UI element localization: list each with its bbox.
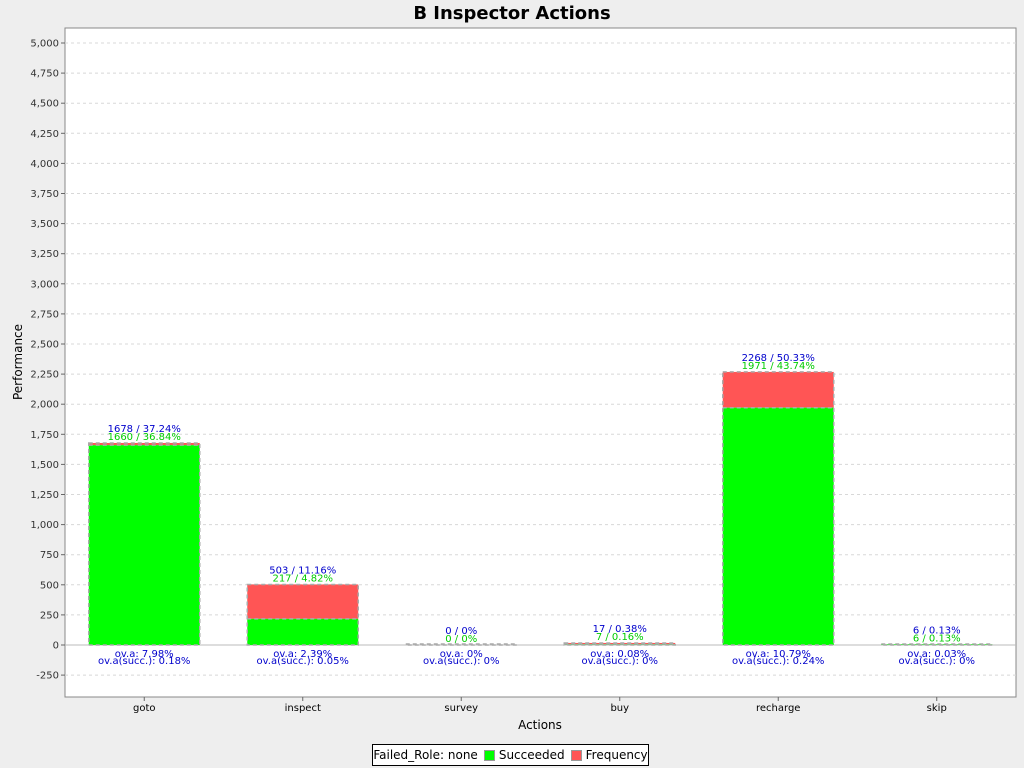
y-tick-label: 500 bbox=[40, 580, 59, 591]
bar-frequency-inspect bbox=[247, 584, 359, 619]
x-axis-label: Actions bbox=[518, 718, 562, 732]
y-tick-label: 1,000 bbox=[30, 520, 59, 531]
label-ova-succ-survey: ov.a(succ.): 0% bbox=[423, 656, 500, 667]
label-ova-succ-buy: ov.a(succ.): 0% bbox=[581, 656, 658, 667]
x-tick-label-survey: survey bbox=[444, 703, 478, 714]
y-tick-label: 4,750 bbox=[30, 69, 59, 80]
x-tick-label-inspect: inspect bbox=[285, 703, 321, 714]
grid bbox=[65, 42, 1016, 676]
label-ova-succ-inspect: ov.a(succ.): 0.05% bbox=[257, 656, 349, 667]
bar-outline-skip bbox=[880, 643, 993, 646]
label-ova-recharge: ov.a: 10.79% bbox=[746, 649, 811, 660]
annotations: 1678 / 37.24%1660 / 36.84%ov.a: 7.98%ov.… bbox=[98, 353, 975, 667]
y-tick-label: 750 bbox=[40, 550, 59, 561]
y-tick-label: 1,250 bbox=[30, 490, 59, 501]
chart-title: B Inspector Actions bbox=[413, 3, 610, 24]
y-tick-label: 1,500 bbox=[30, 460, 59, 471]
x-tick-label-skip: skip bbox=[927, 703, 947, 714]
label-ova-buy: ov.a: 0.08% bbox=[590, 649, 649, 660]
label-ova-inspect: ov.a: 2.39% bbox=[273, 649, 332, 660]
bar-outline-goto bbox=[88, 442, 201, 646]
label-ova-survey: ov.a: 0% bbox=[440, 649, 483, 660]
y-tick-label: 5,000 bbox=[30, 39, 59, 50]
bar-succeeded-skip bbox=[881, 644, 993, 645]
label-succeeded-recharge: 1971 / 43.74% bbox=[742, 361, 815, 372]
legend-swatch-frequency bbox=[570, 749, 582, 761]
bar-outline-inspect bbox=[246, 583, 359, 646]
bars bbox=[88, 371, 993, 646]
legend-label-frequency: Frequency bbox=[585, 748, 648, 762]
label-succeeded-buy: 7 / 0.16% bbox=[596, 632, 644, 643]
y-tick-label: 2,750 bbox=[30, 309, 59, 320]
y-axis-label: Performance bbox=[11, 324, 25, 400]
label-succeeded-survey: 0 / 0% bbox=[445, 634, 477, 645]
bar-outline-survey bbox=[405, 643, 518, 646]
label-total-inspect: 503 / 11.16% bbox=[269, 565, 336, 576]
bar-frequency-buy bbox=[564, 642, 676, 645]
bar-frequency-goto bbox=[88, 442, 200, 446]
y-tick-label: 4,250 bbox=[30, 129, 59, 140]
plot-area bbox=[64, 27, 1017, 698]
x-tick-label-recharge: recharge bbox=[756, 703, 800, 714]
legend-swatch-succeeded bbox=[483, 749, 495, 761]
label-total-recharge: 2268 / 50.33% bbox=[742, 353, 815, 364]
y-tick-label: 4,500 bbox=[30, 99, 59, 110]
label-succeeded-goto: 1660 / 36.84% bbox=[108, 432, 181, 443]
label-total-buy: 17 / 0.38% bbox=[593, 624, 647, 635]
y-tick-label: 3,500 bbox=[30, 219, 59, 230]
label-ova-goto: ov.a: 7.98% bbox=[115, 649, 174, 660]
bar-succeeded-recharge bbox=[722, 407, 834, 645]
y-tick-label: 2,250 bbox=[30, 370, 59, 381]
y-tick-label: 2,500 bbox=[30, 340, 59, 351]
y-tick-label: 2,000 bbox=[30, 400, 59, 411]
label-ova-succ-skip: ov.a(succ.): 0% bbox=[898, 656, 975, 667]
bar-outline-recharge bbox=[722, 371, 835, 646]
y-tick-label: 0 bbox=[53, 641, 59, 652]
bar-frequency-recharge bbox=[722, 371, 834, 408]
x-axis-ticks: goto inspect survey buy recharge skip bbox=[133, 697, 947, 714]
y-tick-label: 1,750 bbox=[30, 430, 59, 441]
y-tick-label: 4,000 bbox=[30, 159, 59, 170]
x-tick-label-buy: buy bbox=[610, 703, 629, 714]
legend-label-succeeded: Succeeded bbox=[498, 748, 565, 762]
y-axis-ticks: -250 0 250 500 750 1,000 1,250 1,500 1,750 2,000 2… bbox=[30, 39, 65, 682]
label-ova-succ-recharge: ov.a(succ.): 0.24% bbox=[732, 656, 824, 667]
chart: B Inspector Actions -250 0 250 500 750 1,000 1… bbox=[11, 3, 1017, 732]
y-tick-label: 3,000 bbox=[30, 279, 59, 290]
label-total-skip: 6 / 0.13% bbox=[913, 625, 961, 636]
y-tick-label: 3,250 bbox=[30, 249, 59, 260]
label-total-goto: 1678 / 37.24% bbox=[108, 424, 181, 435]
x-tick-label-goto: goto bbox=[133, 703, 156, 714]
y-tick-label: 250 bbox=[40, 610, 59, 621]
label-succeeded-skip: 6 / 0.13% bbox=[913, 633, 961, 644]
legend: Failed_Role: none Succeeded Frequency bbox=[372, 744, 649, 766]
label-succeeded-inspect: 217 / 4.82% bbox=[272, 573, 333, 584]
y-tick-label: -250 bbox=[36, 671, 59, 682]
label-ova-skip: ov.a: 0.03% bbox=[907, 649, 966, 660]
legend-prefix: Failed_Role: none bbox=[373, 748, 478, 762]
label-total-survey: 0 / 0% bbox=[445, 626, 477, 637]
y-tick-label: 3,750 bbox=[30, 189, 59, 200]
label-ova-succ-goto: ov.a(succ.): 0.18% bbox=[98, 656, 190, 667]
bar-succeeded-goto bbox=[88, 445, 200, 645]
bar-succeeded-inspect bbox=[247, 618, 359, 645]
